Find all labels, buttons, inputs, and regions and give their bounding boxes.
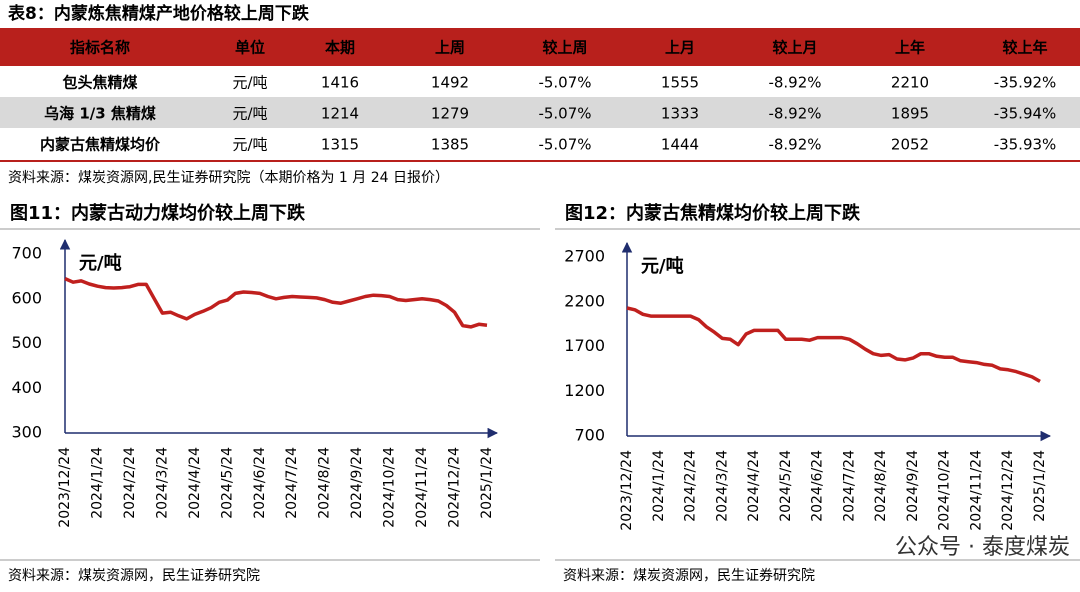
- table-cell: -8.92%: [768, 136, 821, 154]
- table-row-bg: [0, 97, 1080, 128]
- table-title: 表8：内蒙炼焦精煤产地价格较上周下跌: [8, 3, 310, 24]
- table-cell: 1214: [321, 105, 359, 123]
- table-header-cell: 较上年: [1002, 39, 1047, 57]
- table-cell: 2052: [891, 136, 929, 154]
- table-cell: 1555: [661, 74, 699, 92]
- x-tick-label: 2024/9/24: [905, 450, 921, 522]
- y-tick-label: 400: [11, 378, 42, 397]
- table-header-cell: 较上周: [542, 39, 587, 57]
- table-header-cell: 较上月: [772, 39, 817, 57]
- y-tick-label: 1200: [564, 381, 605, 400]
- x-tick-label: 2024/4/24: [746, 450, 762, 522]
- table-cell: 1492: [431, 74, 469, 92]
- table-cell: 1895: [891, 105, 929, 123]
- x-tick-label: 2024/12/24: [447, 447, 463, 528]
- x-tick-label: 2024/8/24: [873, 450, 889, 522]
- y-tick-label: 2200: [564, 291, 605, 310]
- table-cell: -5.07%: [538, 136, 591, 154]
- x-tick-label: 2024/5/24: [219, 447, 235, 519]
- table-header-bg: [0, 28, 1080, 66]
- x-tick-label: 2024/3/24: [154, 447, 170, 519]
- table-cell: 2210: [891, 74, 929, 92]
- y-axis-unit: 元/吨: [641, 255, 684, 277]
- table-header-cell: 上年: [895, 39, 925, 57]
- table-source: 资料来源：煤炭资源网,民生证券研究院（本期价格为 1 月 24 日报价）: [8, 170, 449, 186]
- table-cell: -8.92%: [768, 105, 821, 123]
- table-cell: -35.92%: [994, 74, 1057, 92]
- x-tick-label: 2024/6/24: [252, 447, 268, 519]
- table-cell: 1385: [431, 136, 469, 154]
- table-cell: 元/吨: [232, 136, 267, 154]
- table-cell: 1333: [661, 105, 699, 123]
- x-tick-label: 2024/11/24: [968, 450, 984, 531]
- x-tick-label: 2024/9/24: [349, 447, 365, 519]
- table-header-cell: 指标名称: [70, 39, 130, 57]
- x-tick-label: 2023/12/24: [619, 450, 635, 531]
- x-tick-label: 2024/6/24: [810, 450, 826, 522]
- watermark: 公众号 · 泰度煤炭: [895, 535, 1070, 560]
- table-cell: -35.93%: [994, 136, 1057, 154]
- x-tick-label: 2024/5/24: [778, 450, 794, 522]
- x-tick-label: 2024/3/24: [714, 450, 730, 522]
- x-tick-label: 2024/12/24: [1000, 450, 1016, 531]
- table-cell: 元/吨: [232, 105, 267, 123]
- table-cell: 1416: [321, 74, 359, 92]
- x-tick-label: 2024/1/24: [89, 447, 105, 519]
- y-tick-label: 500: [11, 333, 42, 352]
- table-cell: 包头焦精煤: [62, 74, 137, 92]
- x-tick-label: 2024/7/24: [284, 447, 300, 519]
- y-tick-label: 1700: [564, 336, 605, 355]
- x-tick-label: 2024/11/24: [414, 447, 430, 528]
- line-series: [626, 306, 1041, 383]
- table-header-cell: 单位: [235, 39, 265, 57]
- x-tick-label: 2025/1/24: [479, 447, 495, 519]
- x-tick-label: 2024/7/24: [841, 450, 857, 522]
- table-header-cell: 本期: [325, 39, 355, 57]
- y-axis-unit: 元/吨: [79, 252, 122, 274]
- x-tick-label: 2024/2/24: [122, 447, 138, 519]
- chart-source: 资料来源：煤炭资源网，民生证券研究院: [563, 568, 815, 584]
- y-tick-label: 2700: [564, 247, 605, 266]
- table-header-cell: 上周: [435, 39, 465, 57]
- x-tick-label: 2024/8/24: [317, 447, 333, 519]
- x-tick-label: 2024/10/24: [937, 450, 953, 531]
- table-cell: 1444: [661, 136, 699, 154]
- table-cell: -8.92%: [768, 74, 821, 92]
- table-cell: 元/吨: [232, 74, 267, 92]
- chart-source: 资料来源：煤炭资源网，民生证券研究院: [8, 568, 260, 584]
- y-tick-label: 700: [574, 426, 605, 445]
- table-cell: -5.07%: [538, 105, 591, 123]
- y-tick-label: 600: [11, 288, 42, 307]
- chart-title: 图11：内蒙古动力煤均价较上周下跌: [10, 202, 306, 224]
- table-cell: 内蒙古焦精煤均价: [40, 136, 161, 154]
- x-tick-label: 2023/12/24: [57, 447, 73, 528]
- table-cell: 1315: [321, 136, 359, 154]
- x-tick-label: 2024/10/24: [382, 447, 398, 528]
- x-tick-label: 2025/1/24: [1032, 450, 1048, 522]
- table-cell: -35.94%: [994, 105, 1057, 123]
- table-cell: -5.07%: [538, 74, 591, 92]
- table-cell: 乌海 1/3 焦精煤: [44, 105, 156, 123]
- table-cell: 1279: [431, 105, 469, 123]
- chart-title: 图12：内蒙古焦精煤均价较上周下跌: [565, 202, 861, 224]
- x-tick-label: 2024/1/24: [651, 450, 667, 522]
- y-tick-label: 300: [11, 423, 42, 442]
- table-header-cell: 上月: [665, 39, 695, 57]
- line-series: [64, 277, 488, 329]
- x-tick-label: 2024/4/24: [187, 447, 203, 519]
- x-tick-label: 2024/2/24: [683, 450, 699, 522]
- y-tick-label: 700: [11, 244, 42, 263]
